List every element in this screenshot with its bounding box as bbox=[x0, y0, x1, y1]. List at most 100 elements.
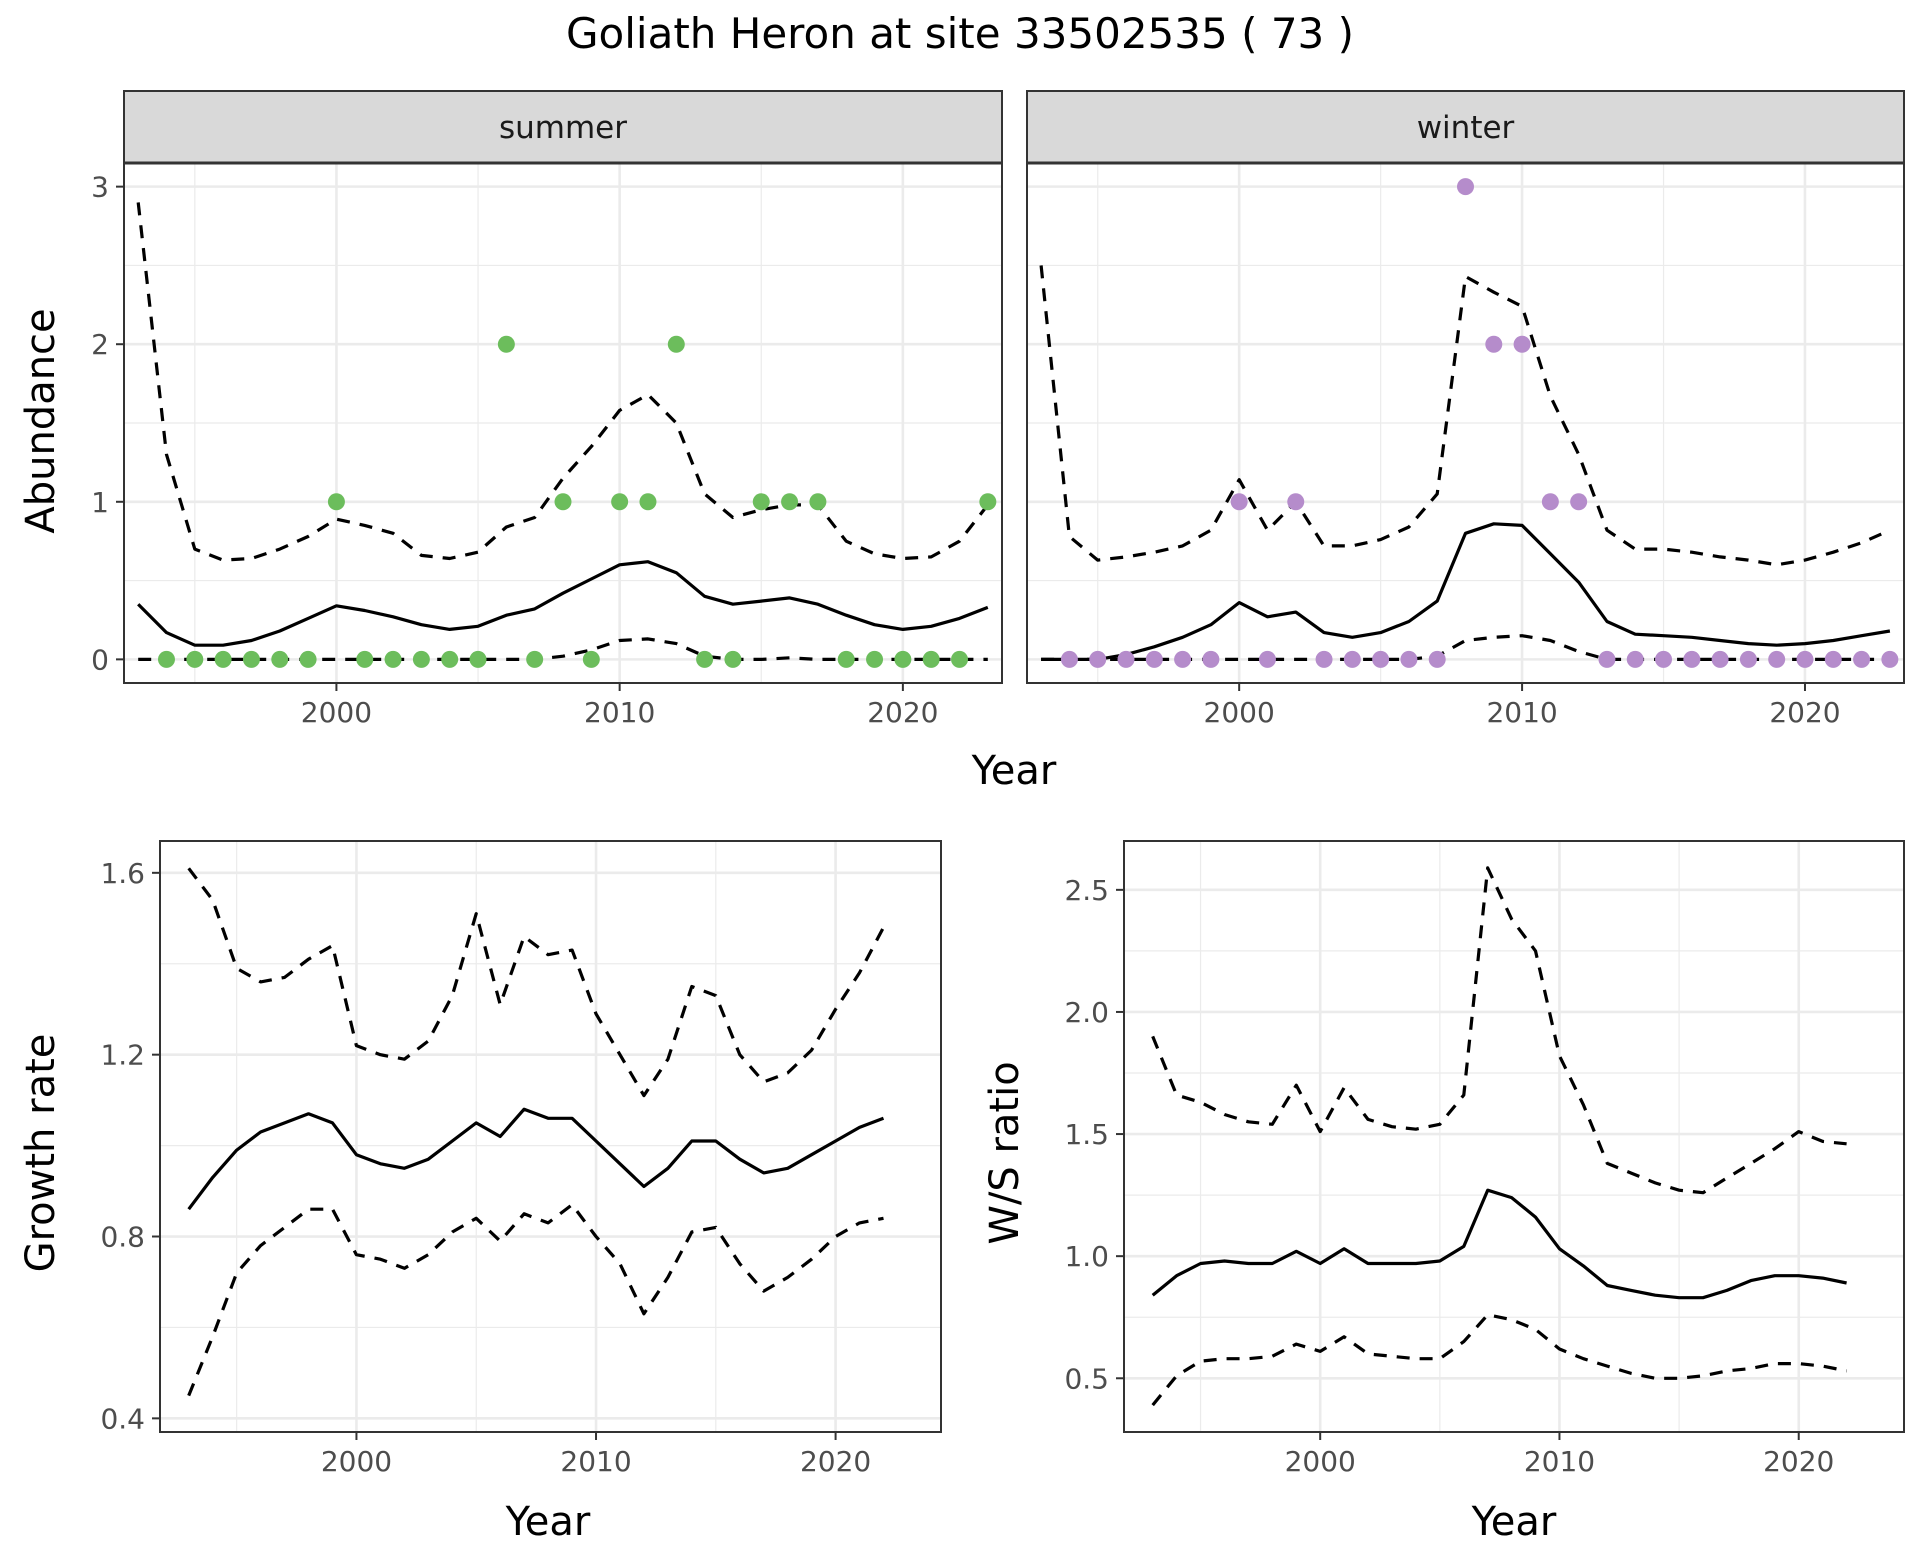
winter-data-point bbox=[1343, 650, 1361, 668]
winter-data-point bbox=[1881, 650, 1899, 668]
abundance-x-axis-title: Year bbox=[971, 748, 1057, 794]
winter-data-point bbox=[1655, 650, 1673, 668]
ws-y-tick-label: 2.0 bbox=[1064, 996, 1109, 1029]
summer-x-tick-label: 2020 bbox=[867, 696, 938, 729]
winter-data-point bbox=[1202, 650, 1220, 668]
growth-rate-chart: 2000 2010 2020 0.4 0.8 1.2 1.6 Year Growth rat… bbox=[18, 840, 942, 1545]
summer-estimate-line bbox=[137, 560, 989, 647]
ws-x-tick-label: 2010 bbox=[1524, 1445, 1595, 1478]
summer-data-point bbox=[667, 335, 685, 353]
ws-x-tick-label: 2000 bbox=[1285, 1445, 1356, 1478]
growth-y-tick-label: 0.4 bbox=[100, 1402, 145, 1435]
growth-y-axis-title: Growth rate bbox=[18, 1034, 64, 1273]
summer-data-point bbox=[639, 493, 657, 511]
winter-data-point bbox=[1287, 493, 1305, 511]
growth-estimate-line bbox=[187, 1107, 885, 1211]
summer-data-point bbox=[696, 650, 714, 668]
winter-data-point bbox=[1174, 650, 1192, 668]
summer-data-point bbox=[441, 650, 459, 668]
ws-y-tick-label: 1.0 bbox=[1064, 1240, 1109, 1273]
ws-y-axis-title: W/S ratio bbox=[982, 1061, 1028, 1244]
summer-strip bbox=[123, 90, 1003, 164]
winter-estimate-line bbox=[1041, 522, 1891, 661]
panel-winter: winter 2000 2010 2020 bbox=[1026, 90, 1905, 729]
panel-summer: summer 2000 2010 2020 0 1 2 3 bbox=[91, 90, 1003, 729]
ws-x-tick-label: 2020 bbox=[1763, 1445, 1834, 1478]
ws-y-tick-label: 2.5 bbox=[1064, 874, 1109, 907]
winter-data-point bbox=[1145, 650, 1163, 668]
summer-data-point bbox=[214, 650, 232, 668]
summer-data-point bbox=[299, 650, 317, 668]
summer-data-point bbox=[809, 493, 827, 511]
ws-estimate-line bbox=[1151, 1188, 1847, 1300]
winter-data-point bbox=[1683, 650, 1701, 668]
growth-y-tick-label: 0.8 bbox=[100, 1221, 145, 1254]
summer-data-point bbox=[866, 650, 884, 668]
winter-data-point bbox=[1513, 335, 1531, 353]
winter-data-point bbox=[1824, 650, 1842, 668]
growth-panel-border bbox=[159, 840, 942, 1433]
growth-x-tick-label: 2000 bbox=[321, 1445, 392, 1478]
growth-upper-bound-line bbox=[187, 867, 885, 1098]
winter-data-point bbox=[1768, 650, 1786, 668]
summer-y-tick-label: 2 bbox=[91, 328, 109, 361]
summer-data-point bbox=[497, 335, 515, 353]
summer-data-point bbox=[894, 650, 912, 668]
summer-data-point bbox=[242, 650, 260, 668]
growth-x-tick-label: 2020 bbox=[800, 1445, 871, 1478]
ws-y-tick-label: 1.5 bbox=[1064, 1118, 1109, 1151]
summer-data-point bbox=[979, 493, 997, 511]
winter-data-point bbox=[1739, 650, 1757, 668]
winter-data-point bbox=[1598, 650, 1616, 668]
summer-data-point bbox=[554, 493, 572, 511]
summer-data-point bbox=[271, 650, 289, 668]
winter-x-tick-label: 2020 bbox=[1769, 696, 1840, 729]
summer-data-point bbox=[951, 650, 969, 668]
summer-data-point bbox=[157, 650, 175, 668]
summer-data-point bbox=[384, 650, 402, 668]
ws-x-axis-title: Year bbox=[1471, 1499, 1557, 1545]
summer-data-point bbox=[837, 650, 855, 668]
winter-data-point bbox=[1089, 650, 1107, 668]
summer-x-tick-label: 2000 bbox=[301, 696, 372, 729]
growth-x-axis-title: Year bbox=[505, 1499, 591, 1545]
winter-data-point bbox=[1372, 650, 1390, 668]
ws-ratio-chart: 2000 2010 2020 0.5 1.0 1.5 2.0 2.5 Year W/S rat… bbox=[982, 840, 1905, 1545]
summer-y-tick-label: 0 bbox=[91, 643, 109, 676]
summer-data-point bbox=[327, 493, 345, 511]
winter-upper-bound-line bbox=[1039, 265, 1891, 567]
ws-upper-bound-line bbox=[1151, 866, 1847, 1195]
winter-data-point bbox=[1541, 493, 1559, 511]
ws-y-tick-label: 0.5 bbox=[1064, 1362, 1109, 1395]
summer-data-point bbox=[526, 650, 544, 668]
winter-data-point bbox=[1258, 650, 1276, 668]
winter-x-tick-label: 2010 bbox=[1486, 696, 1557, 729]
winter-x-tick-label: 2000 bbox=[1204, 696, 1275, 729]
summer-data-point bbox=[412, 650, 430, 668]
summer-data-point bbox=[724, 650, 742, 668]
ws-panel-background bbox=[1124, 841, 1904, 1432]
summer-data-point bbox=[186, 650, 204, 668]
growth-x-tick-label: 2010 bbox=[560, 1445, 631, 1478]
abundance-chart: summer 2000 2010 2020 0 1 2 3 winter 2000 2010 202… bbox=[18, 90, 1905, 794]
winter-data-point bbox=[1428, 650, 1446, 668]
summer-data-point bbox=[922, 650, 940, 668]
summer-data-point bbox=[356, 650, 374, 668]
growth-lower-bound-line bbox=[187, 1203, 884, 1397]
winter-data-point bbox=[1853, 650, 1871, 668]
ws-panel-border bbox=[1123, 840, 1905, 1433]
winter-data-point bbox=[1711, 650, 1729, 668]
winter-data-point bbox=[1230, 493, 1248, 511]
abundance-y-axis-title: Abundance bbox=[18, 308, 64, 533]
winter-data-point bbox=[1117, 650, 1135, 668]
winter-data-point bbox=[1315, 650, 1333, 668]
panel-growth: 2000 2010 2020 0.4 0.8 1.2 1.6 bbox=[100, 840, 942, 1478]
summer-data-point bbox=[611, 493, 629, 511]
summer-x-tick-label: 2010 bbox=[584, 696, 655, 729]
winter-data-point bbox=[1485, 335, 1503, 353]
winter-strip-label: winter bbox=[1417, 110, 1515, 146]
winter-data-point bbox=[1626, 650, 1644, 668]
summer-data-point bbox=[781, 493, 799, 511]
summer-upper-bound-line bbox=[136, 202, 990, 562]
growth-y-tick-label: 1.2 bbox=[100, 1039, 145, 1072]
